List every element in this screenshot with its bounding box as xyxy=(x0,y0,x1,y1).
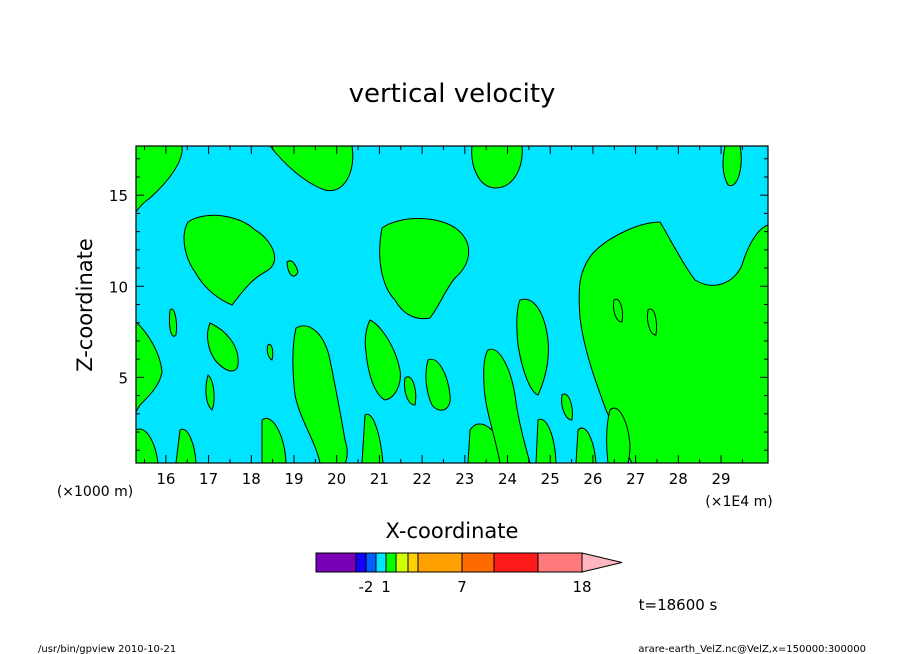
y-tick-label: 5 xyxy=(118,369,128,387)
contour-region-low-u xyxy=(613,298,623,323)
colorbar-segment xyxy=(395,552,409,573)
x-tick-label: 26 xyxy=(583,470,602,488)
colorbar-label: 7 xyxy=(457,578,467,596)
colorbar-segment xyxy=(407,552,419,573)
x-tick-label: 21 xyxy=(370,470,389,488)
y-axis-label: Z-coordinate xyxy=(73,238,97,372)
colorbar-label: -2 xyxy=(359,578,374,596)
x-tick-label: 16 xyxy=(156,470,175,488)
colorbar-segment xyxy=(417,552,463,573)
x-tick-label: 28 xyxy=(669,470,688,488)
contour-region-low-k xyxy=(404,376,417,406)
contour-region-low-i xyxy=(364,319,401,401)
colorbar-segment xyxy=(375,552,387,573)
colorbar-segment xyxy=(493,552,539,573)
x-tick-label: 18 xyxy=(242,470,261,488)
contour-region-low-t xyxy=(647,308,657,336)
y-tick-label: 10 xyxy=(109,278,128,296)
x-tick-label: 29 xyxy=(711,470,730,488)
colorbar-label: 18 xyxy=(572,578,591,596)
colorbar-segment xyxy=(537,552,583,573)
contour-region-top-right xyxy=(722,145,742,187)
plot-area: 16 17 18 19 20 21 22 23 24 25 26 27 28 29 5 10 15 xyxy=(109,145,769,488)
colorbar-segment xyxy=(461,552,495,573)
x-tick-label: 23 xyxy=(455,470,474,488)
x-axis-label: X-coordinate xyxy=(386,519,519,543)
contour-region-mid-small xyxy=(286,260,299,277)
x-tick-label: 25 xyxy=(541,470,560,488)
contour-region-low-q xyxy=(561,393,573,421)
x-tick-label: 20 xyxy=(327,470,346,488)
contour-region-top-left xyxy=(135,145,183,214)
contour-region-low-h xyxy=(266,343,274,361)
time-label: t=18600 s xyxy=(639,596,718,614)
contour-regions xyxy=(135,145,769,464)
colorbar-label: 1 xyxy=(381,578,391,596)
x-tick-label: 24 xyxy=(498,470,517,488)
y-axis-ticks: 5 10 15 xyxy=(109,158,768,451)
colorbar-segment xyxy=(385,552,397,573)
chart-title: vertical velocity xyxy=(349,79,556,109)
colorbar-segment xyxy=(315,552,357,573)
colorbar-segment xyxy=(355,552,367,573)
x-axis-ticks: 16 17 18 19 20 21 22 23 24 25 26 27 28 29 xyxy=(144,146,743,488)
contour-region-mid-center xyxy=(379,218,469,320)
colorbar-arrow xyxy=(581,552,623,573)
contour-region-low-o xyxy=(516,298,549,396)
colorbar-labels: -2 1 7 18 xyxy=(359,578,592,596)
contour-region-low-e xyxy=(205,374,215,411)
colorbar xyxy=(315,552,623,573)
x-tick-label: 17 xyxy=(199,470,218,488)
footer-left: /usr/bin/gpview 2010-10-21 xyxy=(38,644,176,654)
contour-region-mid-left xyxy=(183,214,276,306)
contour-region-top-center-left xyxy=(268,145,354,192)
x-scale-label: (×1E4 m) xyxy=(705,494,772,510)
x-tick-label: 22 xyxy=(413,470,432,488)
contour-region-low-s xyxy=(606,407,631,464)
x-tick-label: 27 xyxy=(626,470,645,488)
contour-region-low-l xyxy=(425,358,451,411)
footer-right: arare-earth_VelZ.nc@VelZ,x=150000:300000 xyxy=(638,644,866,654)
contour-region-low-f xyxy=(292,325,348,464)
x-offset-label: (×1000 m) xyxy=(57,484,133,500)
contour-region-right xyxy=(578,221,769,464)
contour-region-top-center xyxy=(471,145,523,189)
contour-region-low-c xyxy=(207,322,239,372)
contour-region-low-b xyxy=(169,308,177,337)
y-tick-label: 15 xyxy=(109,187,128,205)
x-tick-label: 19 xyxy=(284,470,303,488)
colorbar-segment xyxy=(365,552,377,573)
